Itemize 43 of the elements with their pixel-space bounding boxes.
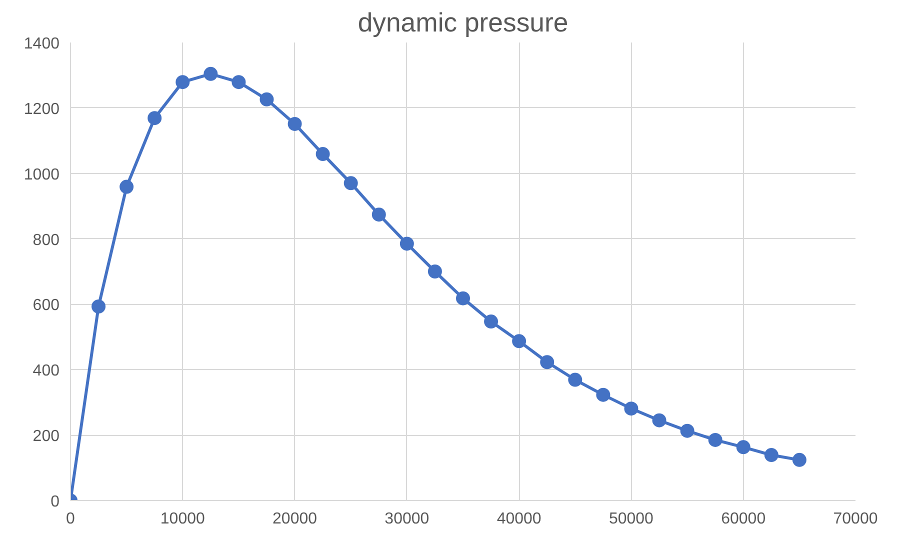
x-tick-label: 10000 [160,510,205,528]
point [596,388,610,402]
x-tick-label: 30000 [384,510,430,528]
x-tick-label: 70000 [833,510,878,528]
point [344,176,358,190]
y-tick-label: 1400 [24,36,60,52]
point [316,147,330,162]
point [260,92,274,106]
point [428,264,442,278]
point [624,402,638,416]
point [792,452,806,467]
point [652,413,666,428]
point [176,75,190,90]
point [764,448,778,462]
point [372,208,386,222]
y-tick-label: 800 [32,232,60,249]
x-tick-label: 60000 [721,510,766,528]
point [120,180,134,194]
y-tick-label: 400 [32,362,60,380]
point [288,116,302,131]
point [512,334,526,348]
point [540,355,554,370]
point [484,314,498,329]
point [456,291,470,306]
point [204,66,218,81]
y-tick-label: 0 [50,494,60,510]
chart-title: dynamic pressure [358,8,568,38]
y-tick-label: 200 [32,428,60,446]
point [400,236,414,251]
point [680,424,694,438]
x-tick-label: 0 [66,510,76,528]
y-tick-label: 1200 [24,100,60,118]
point [736,440,750,454]
y-tick-label: 600 [32,297,60,314]
x-tick-label: 40000 [496,510,542,528]
point [232,75,246,90]
point [92,300,106,314]
x-tick-label: 50000 [608,510,654,528]
point [148,111,162,126]
point [708,432,722,447]
point [568,372,582,387]
y-tick-label: 1000 [24,166,60,184]
x-tick-label: 20000 [272,510,318,528]
